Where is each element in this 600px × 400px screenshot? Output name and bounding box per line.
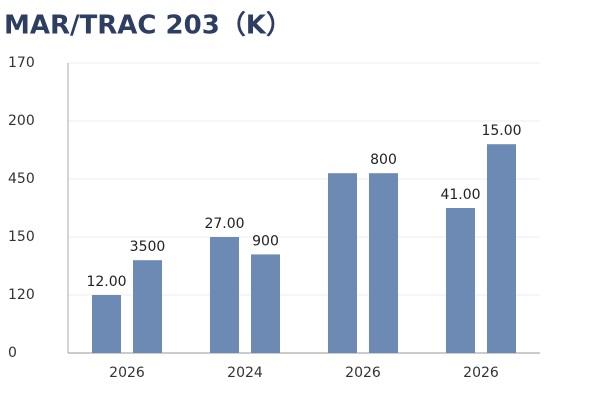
bar-annotation: 3500 (130, 239, 166, 255)
y-tick-label: 170 (8, 55, 35, 71)
bar (210, 237, 239, 353)
bar-annotation: 27.00 (204, 216, 244, 232)
bar (487, 144, 516, 353)
bar-annotation: 800 (370, 152, 397, 168)
y-tick-label: 200 (8, 113, 35, 129)
bar-annotation: 12.00 (86, 274, 126, 290)
y-tick-label: 150 (8, 229, 35, 245)
y-tick-label: 450 (8, 171, 35, 187)
bar (328, 173, 357, 353)
x-tick-label: 2026 (109, 365, 145, 381)
bar-annotation: 41.00 (440, 187, 480, 203)
x-tick-label: 2026 (463, 365, 499, 381)
chart-title: MAR/TRAC 203（K） (4, 11, 292, 41)
y-tick-label: 120 (8, 287, 35, 303)
bar-annotation: 15.00 (481, 123, 521, 139)
bar (92, 295, 121, 353)
bar (369, 173, 398, 353)
bar (133, 260, 162, 353)
bar (446, 208, 475, 353)
y-tick-label: 0 (8, 345, 17, 361)
x-tick-label: 2024 (227, 365, 263, 381)
bar-annotation: 900 (252, 233, 279, 249)
x-tick-label: 2026 (345, 365, 381, 381)
bar (251, 254, 280, 353)
